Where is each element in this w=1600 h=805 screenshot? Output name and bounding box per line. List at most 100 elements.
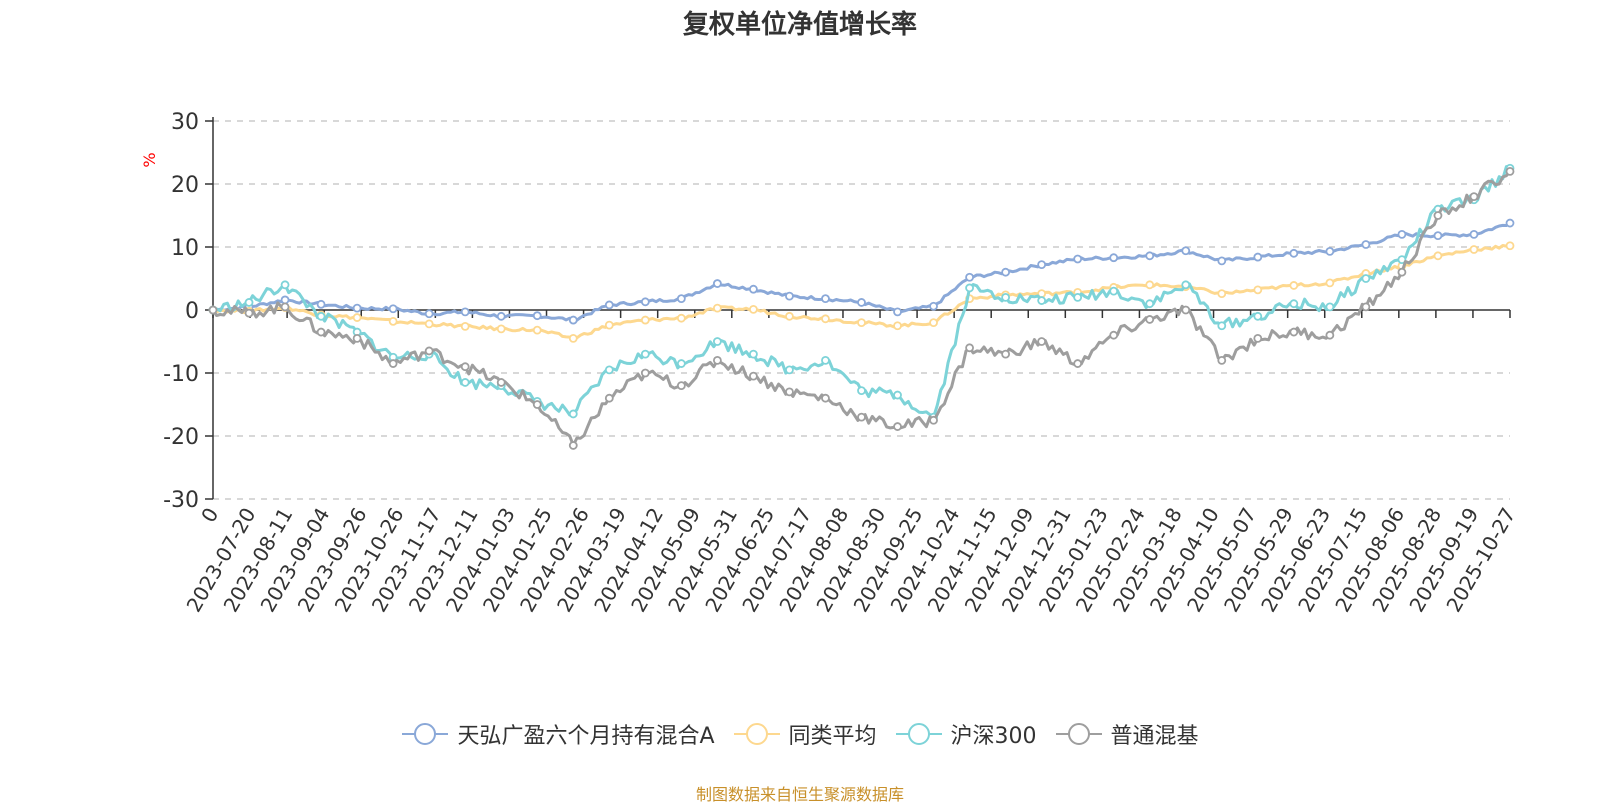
data-point bbox=[316, 299, 326, 309]
data-point bbox=[1361, 240, 1371, 249]
data-point bbox=[352, 313, 362, 322]
data-point bbox=[821, 393, 830, 403]
data-point bbox=[208, 305, 218, 315]
y-axis-unit: % bbox=[140, 152, 159, 167]
legend-item[interactable]: 同类平均 bbox=[733, 718, 877, 750]
data-point bbox=[1037, 337, 1047, 346]
data-point bbox=[280, 295, 290, 305]
data-point bbox=[424, 309, 434, 319]
y-tick-label: 0 bbox=[185, 299, 199, 324]
data-point bbox=[785, 365, 794, 375]
data-point bbox=[1217, 256, 1227, 266]
data-point bbox=[388, 359, 398, 368]
data-point bbox=[352, 303, 362, 313]
data-point bbox=[460, 362, 470, 372]
data-point bbox=[1073, 254, 1083, 264]
data-point bbox=[568, 333, 578, 343]
data-point bbox=[929, 415, 938, 425]
legend-item[interactable]: 沪深300 bbox=[895, 718, 1037, 750]
data-point bbox=[676, 294, 686, 304]
y-tick-label: 20 bbox=[171, 173, 199, 198]
data-point bbox=[1397, 229, 1407, 239]
data-point bbox=[676, 359, 686, 368]
data-point bbox=[749, 304, 758, 314]
y-tick-label: -20 bbox=[163, 425, 199, 450]
data-point bbox=[1433, 251, 1443, 261]
legend-marker-icon bbox=[895, 723, 942, 745]
data-point bbox=[568, 409, 578, 419]
data-point bbox=[604, 393, 614, 403]
data-point bbox=[424, 346, 434, 356]
data-point bbox=[965, 343, 974, 353]
data-point bbox=[785, 311, 794, 321]
data-point bbox=[1289, 281, 1299, 290]
legend-item[interactable]: 天弘广盈六个月持有混合A bbox=[401, 718, 715, 750]
grid-lines bbox=[213, 120, 1510, 500]
data-point bbox=[460, 307, 470, 317]
data-point bbox=[1289, 299, 1299, 309]
data-point bbox=[316, 327, 326, 337]
data-point bbox=[460, 378, 470, 387]
data-point bbox=[604, 365, 614, 375]
data-point bbox=[280, 302, 290, 312]
data-point bbox=[1505, 241, 1515, 251]
data-point bbox=[244, 298, 254, 307]
data-point bbox=[496, 311, 506, 321]
data-point bbox=[496, 378, 506, 387]
data-point bbox=[1397, 267, 1407, 277]
series-line bbox=[212, 165, 1511, 419]
data-point bbox=[1289, 248, 1299, 258]
data-point bbox=[1253, 333, 1263, 343]
data-point bbox=[1037, 260, 1047, 270]
data-point bbox=[749, 371, 758, 381]
data-point bbox=[1073, 292, 1083, 302]
data-point bbox=[1505, 218, 1515, 228]
legend: 天弘广盈六个月持有混合A 同类平均 沪深300 普通混基 bbox=[0, 718, 1600, 750]
data-point bbox=[712, 303, 722, 313]
data-point bbox=[1109, 286, 1119, 296]
data-point bbox=[1397, 255, 1407, 265]
data-point bbox=[1325, 247, 1335, 256]
data-point bbox=[604, 320, 614, 330]
y-tick-label: -30 bbox=[163, 488, 199, 513]
data-point bbox=[1181, 305, 1191, 315]
y-tick-label: 10 bbox=[171, 236, 199, 261]
legend-marker-icon bbox=[733, 723, 780, 745]
data-point bbox=[640, 315, 650, 325]
legend-label: 同类平均 bbox=[788, 724, 877, 749]
data-point bbox=[821, 314, 830, 324]
x-tick-label: 0 bbox=[196, 504, 223, 527]
data-point bbox=[965, 283, 974, 293]
data-point bbox=[424, 319, 434, 329]
data-point bbox=[1433, 211, 1443, 220]
data-point bbox=[640, 349, 650, 359]
legend-label: 沪深300 bbox=[950, 724, 1037, 749]
data-point bbox=[676, 313, 686, 323]
data-point bbox=[857, 412, 866, 422]
data-point bbox=[1253, 285, 1263, 295]
data-point bbox=[1217, 289, 1227, 299]
data-point bbox=[1505, 166, 1515, 176]
data-point bbox=[1001, 292, 1011, 302]
data-point bbox=[1217, 321, 1227, 331]
data-point bbox=[568, 441, 578, 450]
data-point bbox=[893, 307, 902, 317]
data-point bbox=[604, 300, 614, 310]
data-point bbox=[893, 390, 902, 400]
data-point bbox=[1469, 245, 1479, 254]
data-point bbox=[640, 297, 650, 307]
data-point bbox=[388, 304, 398, 314]
data-point bbox=[712, 337, 722, 346]
data-point bbox=[712, 279, 722, 288]
legend-item[interactable]: 普通混基 bbox=[1055, 718, 1199, 750]
data-point bbox=[857, 386, 866, 396]
data-point bbox=[532, 400, 542, 409]
data-point bbox=[460, 321, 470, 331]
data-point bbox=[929, 318, 938, 328]
data-point bbox=[1325, 330, 1335, 340]
data-point bbox=[1001, 267, 1011, 277]
data-point bbox=[1361, 302, 1371, 312]
data-point bbox=[1001, 349, 1011, 359]
data-point bbox=[676, 381, 686, 391]
series-lines bbox=[208, 163, 1515, 450]
